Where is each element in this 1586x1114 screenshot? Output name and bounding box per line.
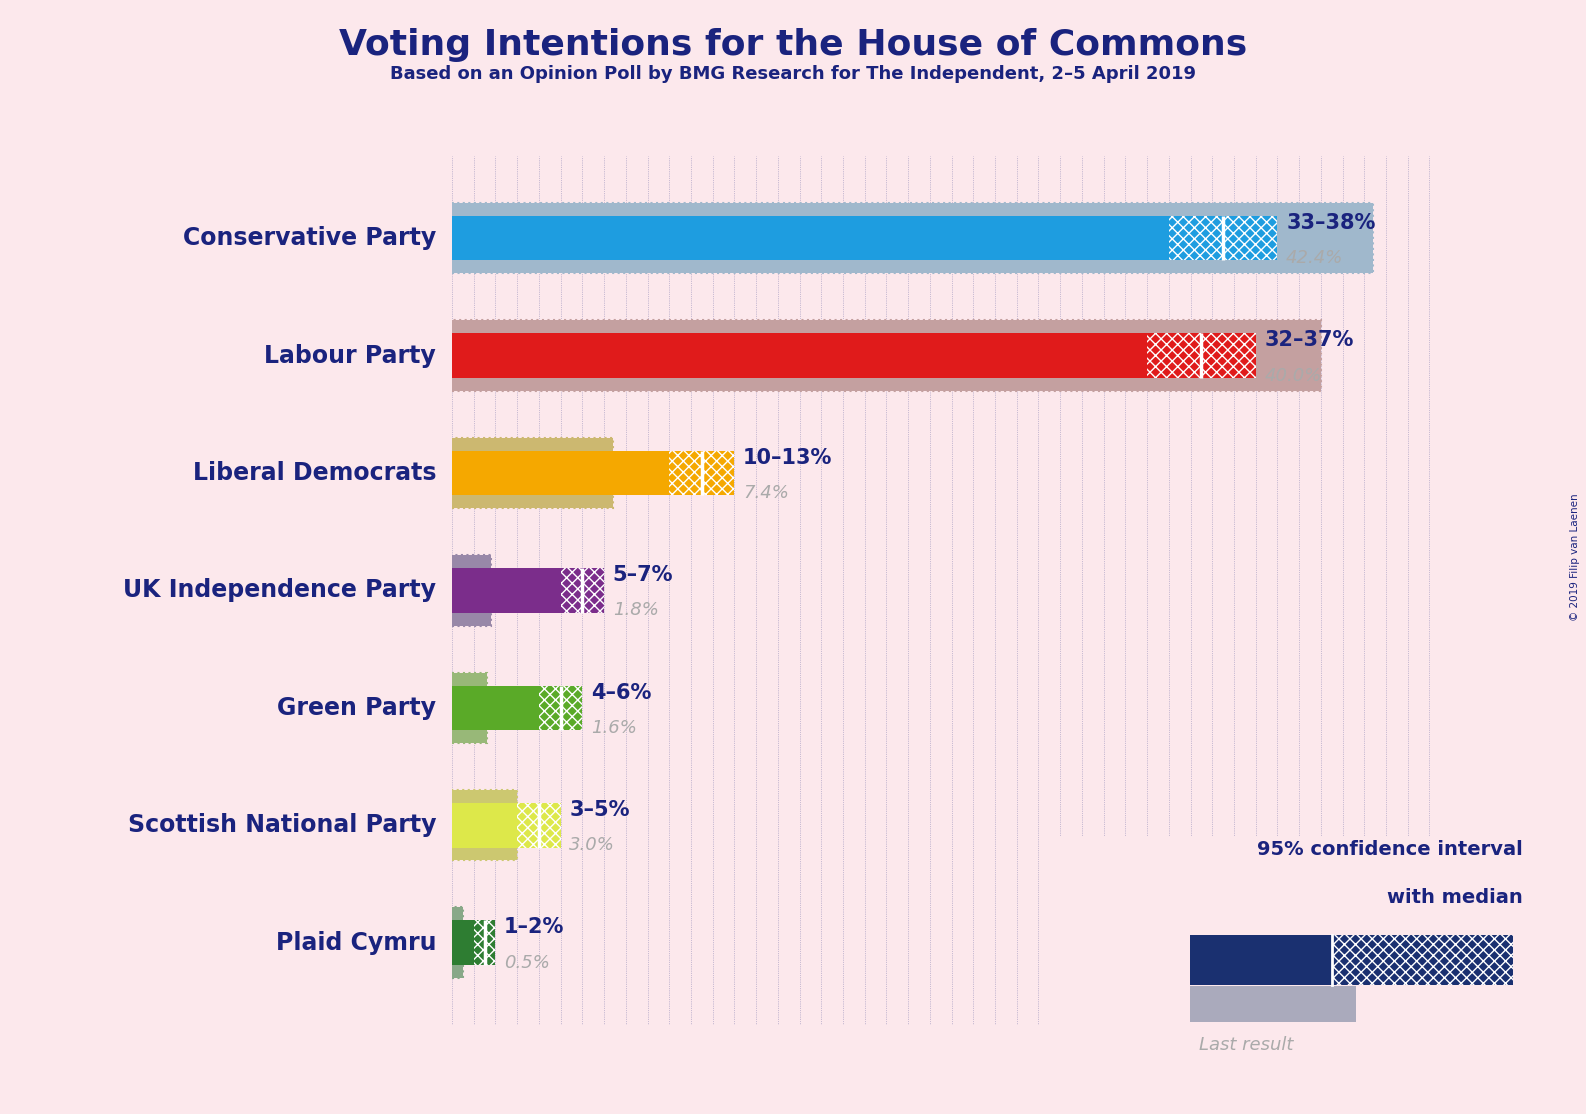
Text: Conservative Party: Conservative Party xyxy=(182,226,436,251)
Text: 95% confidence interval: 95% confidence interval xyxy=(1256,840,1523,859)
Bar xyxy=(517,803,560,848)
Bar xyxy=(452,685,539,730)
Text: 33–38%: 33–38% xyxy=(1286,213,1375,233)
Text: 10–13%: 10–13% xyxy=(744,448,833,468)
Bar xyxy=(452,673,487,743)
Text: 32–37%: 32–37% xyxy=(1264,331,1354,350)
Bar xyxy=(474,920,495,965)
Text: 1.6%: 1.6% xyxy=(592,719,638,736)
Bar xyxy=(1190,986,1356,1022)
Bar xyxy=(452,908,463,978)
Text: Voting Intentions for the House of Commons: Voting Intentions for the House of Commo… xyxy=(339,28,1247,62)
Text: 4–6%: 4–6% xyxy=(592,683,652,703)
Bar xyxy=(452,568,560,613)
Text: 3.0%: 3.0% xyxy=(569,837,615,854)
Text: 42.4%: 42.4% xyxy=(1286,250,1343,267)
Bar xyxy=(452,920,474,965)
Text: Plaid Cymru: Plaid Cymru xyxy=(276,930,436,955)
Text: 0.5%: 0.5% xyxy=(504,954,550,971)
Text: UK Independence Party: UK Independence Party xyxy=(124,578,436,603)
Text: Labour Party: Labour Party xyxy=(265,343,436,368)
Bar xyxy=(1332,935,1513,985)
Text: with median: with median xyxy=(1386,888,1523,907)
Bar xyxy=(539,685,582,730)
Bar xyxy=(452,216,1169,261)
Text: 40.0%: 40.0% xyxy=(1264,367,1321,384)
Bar xyxy=(452,203,1373,273)
Bar xyxy=(1190,935,1332,985)
Bar xyxy=(452,321,1321,391)
Text: © 2019 Filip van Laenen: © 2019 Filip van Laenen xyxy=(1570,494,1580,620)
Text: 3–5%: 3–5% xyxy=(569,800,630,820)
Text: Last result: Last result xyxy=(1199,1036,1294,1054)
Text: 1.8%: 1.8% xyxy=(612,602,658,619)
Text: Scottish National Party: Scottish National Party xyxy=(127,813,436,838)
Text: Based on an Opinion Poll by BMG Research for The Independent, 2–5 April 2019: Based on an Opinion Poll by BMG Research… xyxy=(390,65,1196,82)
Bar xyxy=(452,451,669,496)
Bar xyxy=(1147,333,1256,378)
Text: 5–7%: 5–7% xyxy=(612,565,672,585)
Text: 7.4%: 7.4% xyxy=(744,483,788,502)
Bar xyxy=(1169,216,1277,261)
Bar xyxy=(452,555,492,626)
Bar xyxy=(452,790,517,860)
Text: 1–2%: 1–2% xyxy=(504,918,565,937)
Bar xyxy=(560,568,604,613)
Bar xyxy=(452,803,517,848)
Bar xyxy=(669,451,734,496)
Text: Green Party: Green Party xyxy=(278,696,436,720)
Bar xyxy=(452,438,612,508)
Text: Liberal Democrats: Liberal Democrats xyxy=(192,461,436,485)
Bar xyxy=(452,333,1147,378)
